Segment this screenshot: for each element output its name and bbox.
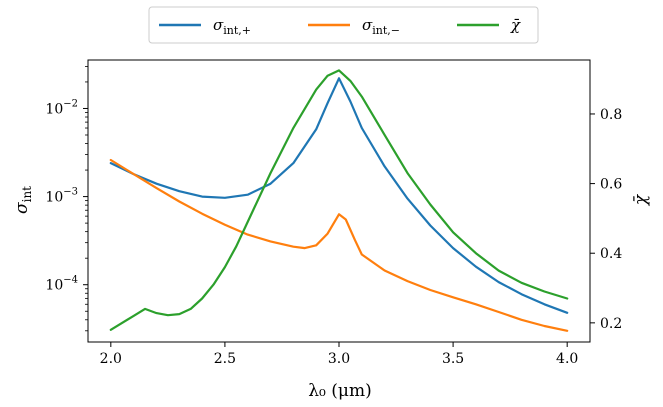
- legend-label-chi-bar: χ̄: [510, 16, 521, 34]
- left-y-axis-label-main: σ: [12, 202, 32, 214]
- legend-label-sigma-plus-sub: int,+: [223, 24, 251, 37]
- plot-frame: [87, 59, 591, 343]
- right-y-tick-label: 0.4: [600, 246, 622, 262]
- legend-label-sigma-minus-main: σ: [362, 16, 373, 34]
- legend-label-sigma-minus: σint,−: [362, 16, 400, 37]
- left-y-axis-label: σint: [12, 186, 34, 214]
- left-y-tick-label: 10−2: [45, 98, 78, 117]
- x-tick-label: 3.0: [328, 351, 350, 367]
- plot-area-border: [87, 59, 591, 343]
- x-tick-label: 2.5: [214, 351, 236, 367]
- x-axis-label: λ₀ (μm): [308, 381, 371, 401]
- legend-label-sigma-minus-sub: int,−: [372, 24, 400, 37]
- series-line-0: [109, 77, 569, 314]
- x-tick-label: 2.0: [100, 351, 122, 367]
- series-lines: [109, 69, 569, 332]
- legend: σint,+ σint,− χ̄: [148, 6, 539, 44]
- left-y-tick-label: 10−4: [45, 275, 78, 294]
- x-axis-ticks: 2.0 2.5 3.0 3.5 4.0: [100, 342, 578, 367]
- right-y-tick-label: 0.2: [600, 316, 622, 332]
- series-line-2: [109, 69, 569, 331]
- right-y-axis-ticks: 0.2 0.4 0.6 0.8: [590, 107, 622, 332]
- legend-label-sigma-plus: σint,+: [213, 16, 251, 37]
- right-y-tick-label: 0.6: [600, 177, 622, 193]
- right-y-tick-label: 0.8: [600, 107, 622, 123]
- left-y-axis-label-sub: int: [20, 186, 34, 203]
- right-y-axis-label: χ̄: [631, 193, 651, 206]
- series-line-1: [109, 158, 569, 332]
- legend-label-sigma-plus-main: σ: [213, 16, 224, 34]
- x-tick-label: 3.5: [442, 351, 464, 367]
- left-y-axis-ticks: 10−4 10−3 10−2: [45, 66, 88, 332]
- left-y-tick-label: 10−3: [45, 187, 78, 206]
- x-tick-label: 4.0: [556, 351, 578, 367]
